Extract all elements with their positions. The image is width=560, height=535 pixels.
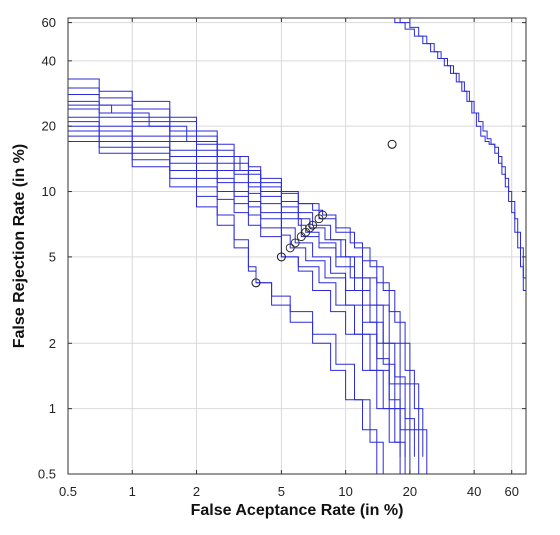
- eer-marker: [285, 243, 295, 253]
- series-line: [68, 135, 526, 475]
- eer-marker: [251, 278, 261, 288]
- series-line: [68, 87, 526, 475]
- eer-marker: [290, 238, 300, 248]
- eer-marker: [387, 139, 397, 149]
- y-tick-label: 10: [42, 184, 56, 199]
- series-line: [383, 17, 527, 474]
- eer-marker: [296, 232, 306, 242]
- ticks: [67, 18, 526, 475]
- x-tick-label: 1: [129, 484, 136, 499]
- y-tick-label: 0.5: [38, 467, 56, 482]
- series-group: [68, 17, 527, 475]
- eer-marker: [318, 210, 328, 220]
- x-tick-label: 10: [338, 484, 352, 499]
- y-tick-label: 20: [42, 119, 56, 134]
- series-line: [68, 130, 526, 475]
- y-tick-labels: 0.5 1 2 5 10 20 40 60: [38, 15, 56, 481]
- y-tick-label: 5: [49, 249, 56, 264]
- y-tick-label: 1: [49, 401, 56, 416]
- y-tick-label: 2: [49, 336, 56, 351]
- series-line: [68, 141, 526, 475]
- y-tick-label: 60: [42, 15, 56, 30]
- x-tick-labels: 0.5 1 2 5 10 20 40 60: [59, 484, 519, 499]
- x-tick-label: 0.5: [59, 484, 77, 499]
- y-tick-label: 40: [42, 53, 56, 68]
- series-line: [370, 17, 527, 471]
- eer-marker: [308, 220, 318, 230]
- x-tick-label: 40: [467, 484, 481, 499]
- x-tick-label: 20: [403, 484, 417, 499]
- y-axis-label: False Rejection Rate (in %): [11, 144, 28, 349]
- plot-frame: [67, 17, 527, 475]
- eer-markers: [251, 139, 397, 288]
- series-line: [68, 100, 526, 475]
- x-tick-label: 2: [193, 484, 200, 499]
- x-tick-label: 5: [278, 484, 285, 499]
- series-line: [68, 108, 406, 457]
- eer-marker: [276, 252, 286, 262]
- x-tick-label: 60: [504, 484, 518, 499]
- series-line: [68, 104, 526, 475]
- series-line: [68, 125, 526, 475]
- x-axis-label: False Aceptance Rate (in %): [191, 502, 404, 519]
